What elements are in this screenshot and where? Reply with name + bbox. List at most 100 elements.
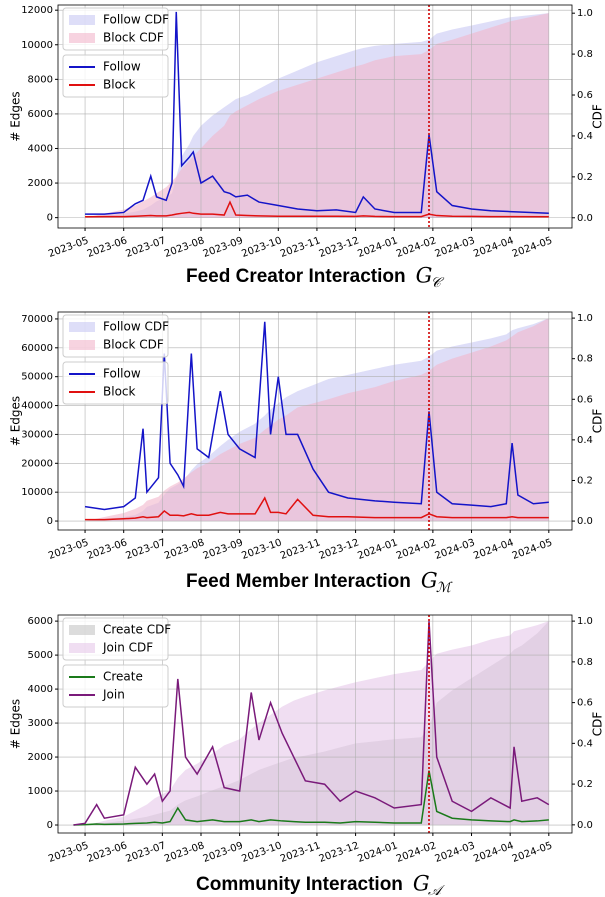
chart-title: Feed Creator Interaction bbox=[186, 266, 406, 287]
x-tick-label: 2024-04 bbox=[472, 537, 515, 562]
x-tick-label: 2023-08 bbox=[163, 537, 206, 562]
y-tick-label: 4000 bbox=[28, 143, 53, 154]
y-axis-label: # Edges bbox=[9, 699, 23, 749]
x-tick-label: 2023-05 bbox=[47, 840, 90, 865]
y2-tick-label: 0.4 bbox=[577, 738, 593, 749]
plot-frame bbox=[57, 4, 573, 229]
x-tick-label: 2023-07 bbox=[124, 537, 167, 562]
y-tick-label: 0 bbox=[47, 820, 53, 831]
y2-tick-label: 0.8 bbox=[577, 49, 593, 60]
x-tick-label: 2024-01 bbox=[356, 537, 399, 562]
panel: 0 2000 4000 6000 8000 10000 12000 0.0 0.2 0.4 0.6 0… bbox=[9, 4, 605, 291]
y2-tick-label: 0.8 bbox=[577, 657, 593, 668]
chart-title: Feed Member Interaction bbox=[186, 571, 411, 592]
title-math: G bbox=[421, 569, 438, 593]
y-tick-label: 6000 bbox=[28, 616, 53, 627]
y2-tick-label: 0.0 bbox=[577, 213, 593, 224]
legend-swatch bbox=[69, 322, 95, 332]
y2-axis-label: CDF bbox=[591, 409, 605, 434]
x-tick-label: 2023-10 bbox=[240, 235, 283, 260]
x-tick-label: 2023-12 bbox=[318, 537, 361, 562]
series-line bbox=[73, 621, 550, 826]
legend-label: Create CDF bbox=[103, 623, 171, 637]
legend-label: Join bbox=[102, 688, 125, 702]
plot-frame bbox=[57, 311, 573, 531]
x-tick-label: 2024-03 bbox=[434, 537, 477, 562]
chart-title: Community Interaction bbox=[196, 874, 403, 895]
legend-label: Create bbox=[103, 670, 143, 684]
title-subscript: 𝒞 bbox=[431, 275, 445, 291]
x-tick-label: 2023-06 bbox=[86, 235, 129, 260]
y2-tick-label: 0.0 bbox=[577, 820, 593, 831]
x-tick-label: 2023-08 bbox=[163, 840, 206, 865]
x-tick-label: 2023-11 bbox=[279, 537, 322, 562]
x-tick-label: 2023-10 bbox=[240, 537, 283, 562]
title-math: G bbox=[413, 872, 430, 896]
x-tick-label: 2024-04 bbox=[472, 840, 515, 865]
series-line bbox=[85, 496, 549, 521]
series-line bbox=[85, 11, 549, 215]
x-tick-label: 2024-05 bbox=[511, 537, 554, 562]
y-axis-label: # Edges bbox=[9, 91, 23, 141]
y2-tick-label: 0.6 bbox=[577, 90, 593, 101]
y-tick-label: 1000 bbox=[28, 786, 53, 797]
x-tick-label: 2023-12 bbox=[318, 235, 361, 260]
legend-label: Block CDF bbox=[103, 338, 164, 352]
x-tick-label: 2023-12 bbox=[318, 840, 361, 865]
legend-swatch bbox=[69, 33, 95, 43]
y-tick-label: 10000 bbox=[21, 487, 53, 498]
x-tick-label: 2023-06 bbox=[86, 840, 129, 865]
y-tick-label: 4000 bbox=[28, 684, 53, 695]
legend-label: Follow bbox=[103, 367, 141, 381]
x-tick-label: 2024-02 bbox=[395, 235, 438, 260]
x-tick-label: 2023-10 bbox=[240, 840, 283, 865]
x-tick-label: 2024-05 bbox=[511, 840, 554, 865]
x-tick-label: 2024-05 bbox=[511, 235, 554, 260]
y-tick-label: 2000 bbox=[28, 178, 53, 189]
y2-tick-label: 0.8 bbox=[577, 354, 593, 365]
y2-tick-label: 0.4 bbox=[577, 131, 593, 142]
y-tick-label: 8000 bbox=[28, 74, 53, 85]
legend-label: Follow CDF bbox=[103, 13, 169, 27]
legend-label: Block CDF bbox=[103, 31, 164, 45]
y-tick-label: 60000 bbox=[21, 343, 53, 354]
y-tick-label: 5000 bbox=[28, 650, 53, 661]
title-subscript: 𝒜 bbox=[428, 883, 445, 897]
series-line bbox=[73, 770, 549, 826]
legend-box bbox=[62, 664, 169, 708]
legend-box bbox=[62, 54, 169, 98]
y2-tick-label: 0.0 bbox=[577, 516, 593, 527]
y2-axis-label: CDF bbox=[591, 712, 605, 737]
y-tick-label: 12000 bbox=[21, 5, 53, 16]
x-tick-label: 2024-04 bbox=[472, 235, 515, 260]
x-tick-label: 2023-09 bbox=[202, 235, 245, 260]
legend-label: Follow CDF bbox=[103, 320, 169, 334]
x-tick-label: 2024-03 bbox=[434, 840, 477, 865]
x-tick-label: 2024-01 bbox=[356, 235, 399, 260]
y2-tick-label: 0.6 bbox=[577, 698, 593, 709]
legend-label: Join CDF bbox=[102, 641, 153, 655]
series-line bbox=[84, 321, 549, 511]
y2-tick-label: 0.4 bbox=[577, 435, 593, 446]
x-tick-label: 2023-06 bbox=[86, 537, 129, 562]
legend-box bbox=[62, 361, 169, 405]
x-tick-label: 2024-02 bbox=[395, 840, 438, 865]
legend-label: Follow bbox=[103, 60, 141, 74]
x-tick-label: 2024-02 bbox=[395, 537, 438, 562]
legend-swatch bbox=[69, 625, 95, 635]
y-tick-label: 40000 bbox=[21, 401, 53, 412]
x-tick-label: 2024-01 bbox=[356, 840, 399, 865]
y-tick-label: 0 bbox=[47, 516, 53, 527]
y2-tick-label: 0.6 bbox=[577, 394, 593, 405]
legend-label: Block bbox=[103, 78, 136, 92]
y2-tick-label: 1.0 bbox=[577, 313, 593, 324]
y-tick-label: 70000 bbox=[21, 314, 53, 325]
x-tick-label: 2023-09 bbox=[202, 840, 245, 865]
y-tick-label: 2000 bbox=[28, 752, 53, 763]
y2-tick-label: 0.2 bbox=[577, 172, 593, 183]
y2-axis-label: CDF bbox=[591, 104, 605, 129]
panel: 0 10000 20000 30000 40000 50000 60000 70000 0.0 0… bbox=[9, 311, 605, 596]
y-tick-label: 30000 bbox=[21, 429, 53, 440]
y2-tick-label: 1.0 bbox=[577, 8, 593, 19]
